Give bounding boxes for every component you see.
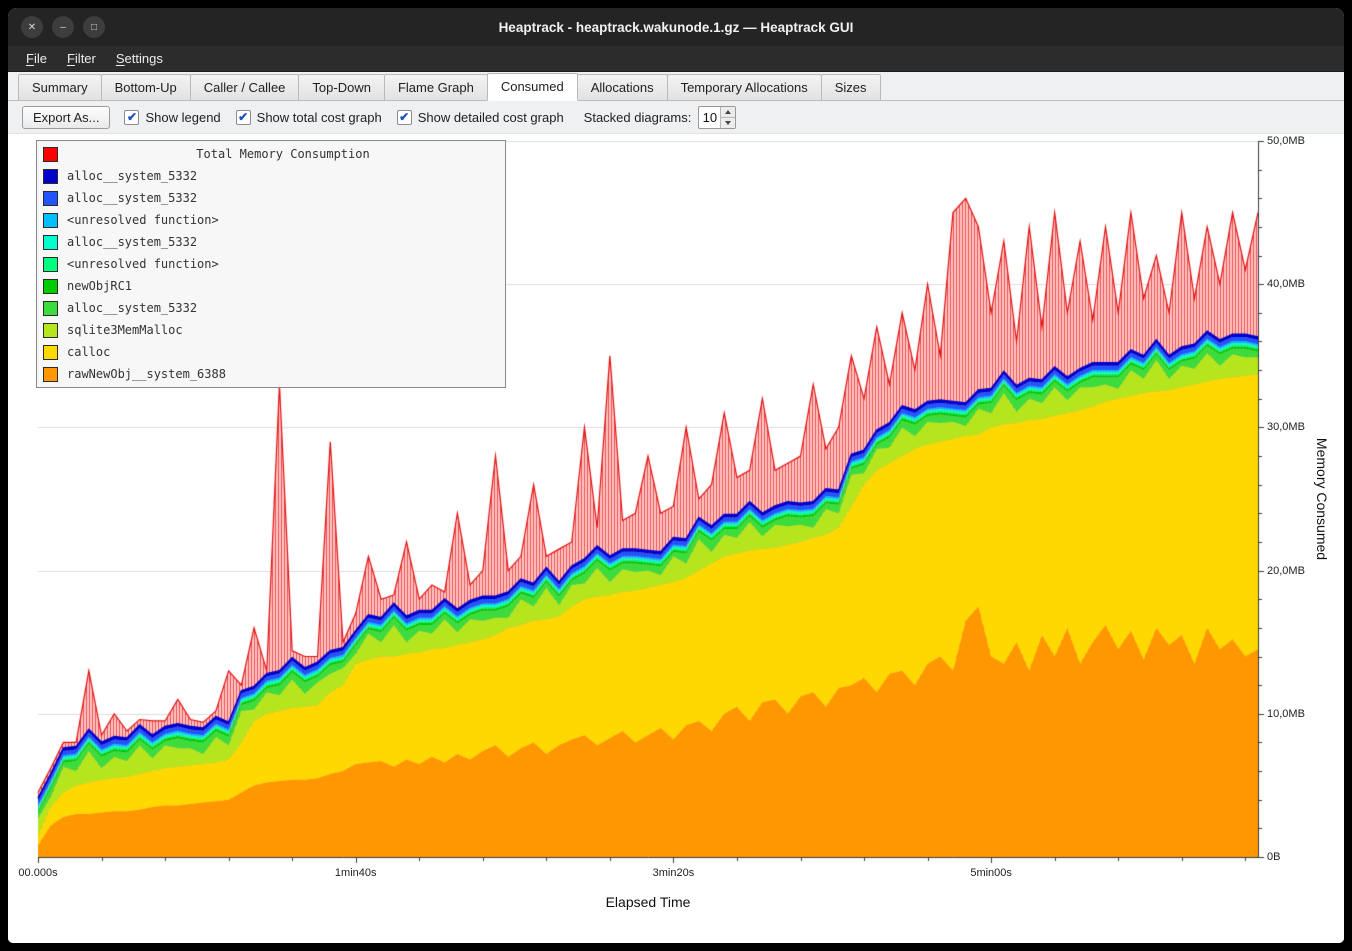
checkbox-label: Show legend	[145, 109, 221, 125]
legend-swatch	[43, 300, 58, 316]
x-tick-label: 3min20s	[652, 867, 695, 879]
tab-caller-callee[interactable]: Caller / Callee	[189, 74, 300, 100]
window-title: Heaptrack - heaptrack.wakunode.1.gz — He…	[498, 19, 854, 35]
x-tick-label: 00.000s	[18, 867, 58, 879]
spinner-down-button[interactable]	[721, 116, 736, 128]
checkbox-show-detailed-cost-graph[interactable]: ✔ Show detailed cost graph	[396, 109, 564, 125]
legend-item: alloc__system_5332	[37, 231, 505, 253]
legend-label: alloc__system_5332	[67, 191, 198, 205]
y-tick-label: 10,0MB	[1267, 707, 1305, 720]
legend-item: rawNewObj__system_6388	[37, 363, 505, 385]
legend-label: sqlite3MemMalloc	[67, 323, 183, 337]
menu-filter[interactable]: Filter	[66, 51, 96, 66]
stacked-diagrams-group: Stacked diagrams: 10	[583, 105, 737, 129]
tab-top-down[interactable]: Top-Down	[298, 74, 385, 100]
legend-label: rawNewObj__system_6388	[67, 367, 226, 381]
arrow-up-icon	[725, 109, 732, 114]
legend-label: <unresolved function>	[67, 257, 219, 271]
checkbox-box-icon: ✔	[124, 109, 140, 125]
legend-title: Total Memory Consumption	[196, 147, 370, 161]
tab-summary[interactable]: Summary	[18, 74, 102, 100]
legend-item: <unresolved function>	[37, 209, 505, 231]
tab-allocations[interactable]: Allocations	[576, 74, 668, 100]
x-tick-label: 5min00s	[970, 867, 1012, 879]
y-tick-label: 30,0MB	[1267, 421, 1305, 434]
legend-item: alloc__system_5332	[37, 165, 505, 187]
legend-swatch	[43, 168, 58, 184]
legend-item: sqlite3MemMalloc	[37, 319, 505, 341]
arrow-down-icon	[725, 120, 732, 125]
menu-bar: File Filter Settings	[8, 46, 1344, 72]
checkbox-label: Show total cost graph	[256, 109, 382, 125]
x-tick-label: 1min40s	[334, 867, 377, 879]
legend-title-row: Total Memory Consumption	[37, 143, 505, 165]
chart-area: Total Memory Consumption alloc__system_5…	[8, 134, 1344, 943]
export-as-button[interactable]: Export As...	[22, 105, 111, 129]
tab-sizes[interactable]: Sizes	[820, 74, 881, 100]
legend-item: alloc__system_5332	[37, 187, 505, 209]
legend: Total Memory Consumption alloc__system_5…	[36, 140, 506, 388]
legend-label: alloc__system_5332	[67, 235, 198, 249]
tab-temporary-allocations[interactable]: Temporary Allocations	[666, 74, 822, 100]
toolbar: Export As... ✔ Show legend ✔ Show total cos…	[8, 101, 1344, 134]
y-tick-label: 20,0MB	[1267, 564, 1305, 577]
y-tick-label: 40,0MB	[1267, 278, 1305, 291]
legend-swatch	[43, 278, 58, 294]
legend-label: calloc	[67, 345, 111, 359]
checkbox-label: Show detailed cost graph	[417, 109, 564, 125]
legend-swatch	[43, 366, 58, 382]
app-window: ✕ – □ Heaptrack - heaptrack.wakunode.1.gz …	[8, 8, 1344, 943]
stacked-diagrams-label: Stacked diagrams:	[583, 109, 692, 125]
y-tick-label: 50,0MB	[1267, 135, 1305, 147]
spinner-buttons	[720, 106, 736, 128]
spinner-up-button[interactable]	[721, 106, 736, 117]
legend-swatch	[43, 190, 58, 206]
tab-bottom-up[interactable]: Bottom-Up	[100, 74, 191, 100]
stacked-diagrams-spinbox[interactable]: 10	[698, 105, 737, 129]
y-axis-title: Memory Consumed	[1314, 437, 1330, 561]
legend-item: <unresolved function>	[37, 253, 505, 275]
checkbox-box-icon: ✔	[235, 109, 251, 125]
tab-consumed[interactable]: Consumed	[486, 73, 578, 101]
checkbox-show-legend[interactable]: ✔ Show legend	[124, 109, 221, 125]
legend-item: alloc__system_5332	[37, 297, 505, 319]
legend-swatch	[43, 234, 58, 250]
legend-swatch	[43, 322, 58, 338]
minimize-button[interactable]: –	[52, 16, 74, 38]
legend-label: alloc__system_5332	[67, 301, 198, 315]
legend-swatch	[43, 256, 58, 272]
legend-label: <unresolved function>	[67, 213, 219, 227]
checkbox-box-icon: ✔	[396, 109, 412, 125]
title-bar[interactable]: ✕ – □ Heaptrack - heaptrack.wakunode.1.gz …	[8, 8, 1344, 46]
checkbox-group: ✔ Show legend ✔ Show total cost graph ✔ Show …	[124, 109, 564, 125]
close-button[interactable]: ✕	[21, 16, 43, 38]
legend-label: alloc__system_5332	[67, 169, 198, 183]
legend-swatch	[43, 212, 58, 228]
menu-settings[interactable]: Settings	[115, 51, 163, 66]
tab-bar: Summary Bottom-Up Caller / Callee Top-Down F…	[8, 72, 1344, 101]
x-axis-title: Elapsed Time	[605, 894, 691, 910]
legend-title-swatch	[43, 146, 58, 162]
y-tick-label: 0B	[1267, 851, 1281, 863]
tab-flame-graph[interactable]: Flame Graph	[383, 74, 488, 100]
stacked-diagrams-value: 10	[702, 109, 718, 125]
maximize-button[interactable]: □	[83, 16, 105, 38]
menu-file[interactable]: File	[26, 51, 47, 66]
legend-item: newObjRC1	[37, 275, 505, 297]
legend-item: calloc	[37, 341, 505, 363]
legend-label: newObjRC1	[67, 279, 133, 293]
checkbox-show-total-cost-graph[interactable]: ✔ Show total cost graph	[235, 109, 382, 125]
legend-swatch	[43, 344, 58, 360]
window-controls: ✕ – □	[21, 8, 105, 46]
